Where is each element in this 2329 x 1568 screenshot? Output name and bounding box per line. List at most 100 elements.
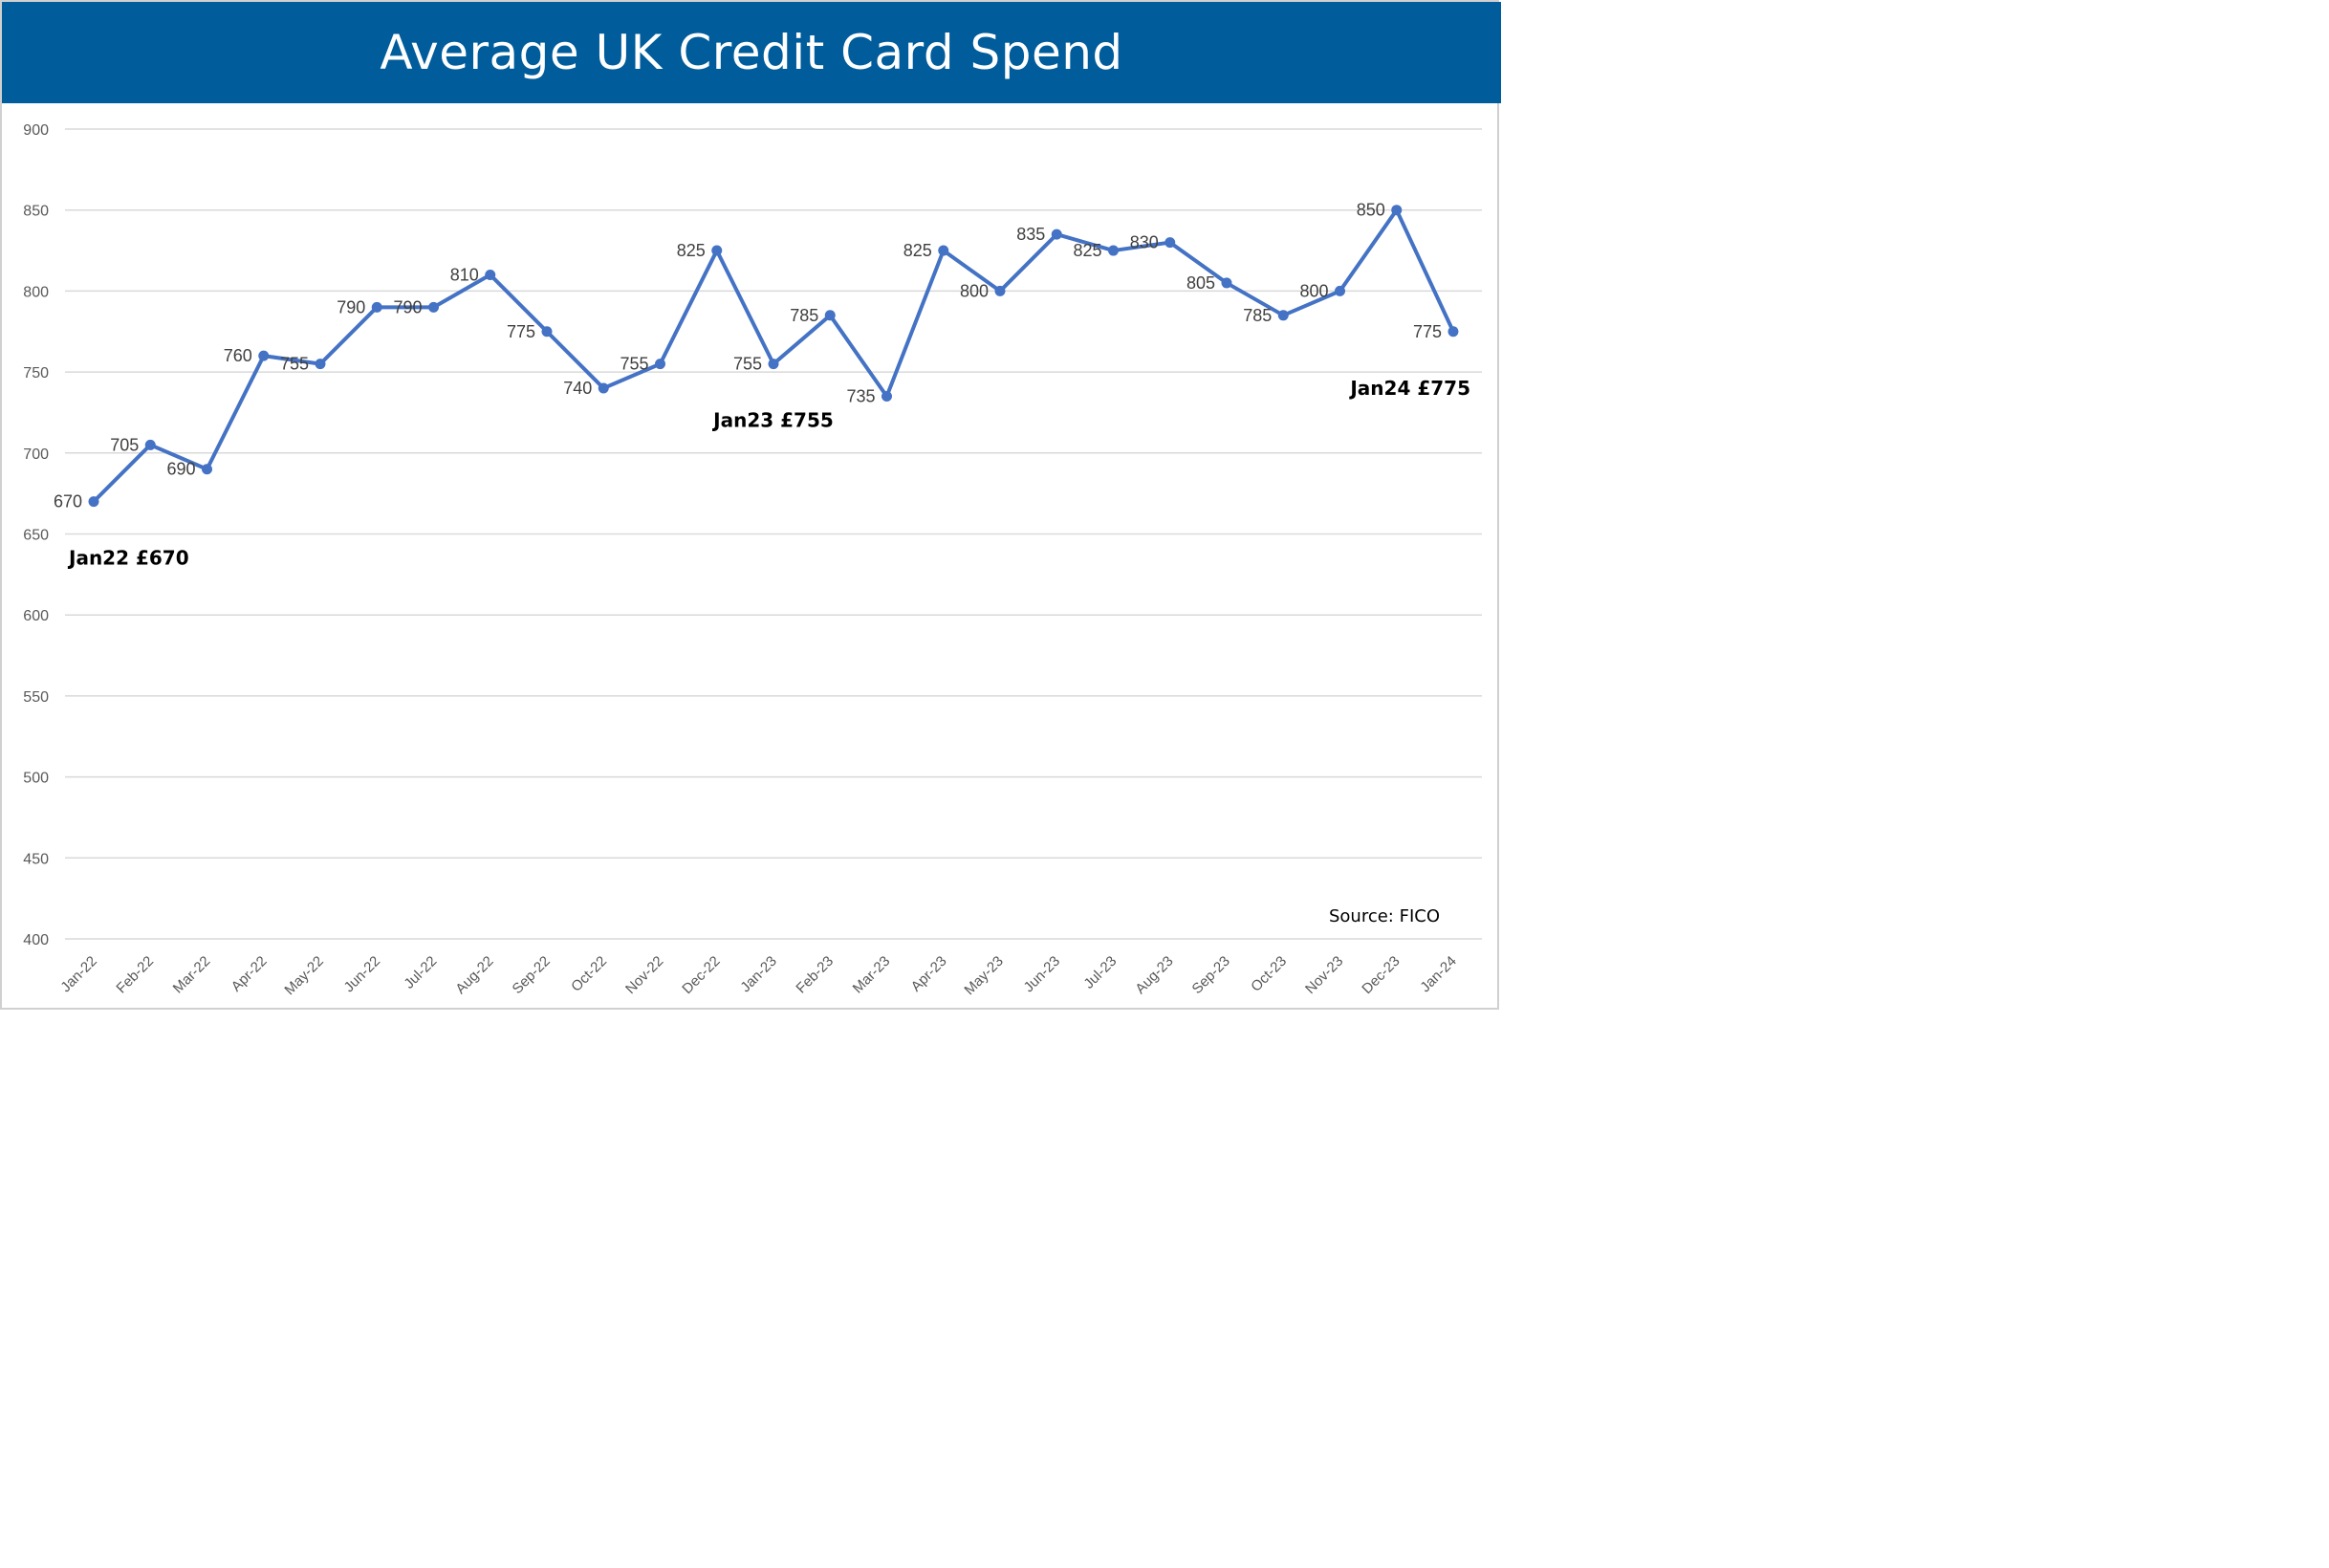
data-point	[598, 382, 609, 394]
y-tick-label: 400	[23, 932, 49, 948]
data-label: 775	[1413, 322, 1442, 341]
x-tick-label: Dec-22	[679, 953, 723, 997]
annotation-label: Jan22 £670	[67, 547, 189, 570]
data-label: 755	[620, 355, 648, 374]
data-point	[541, 326, 553, 338]
data-label: 800	[960, 281, 989, 300]
x-tick-label: Feb-23	[793, 953, 837, 997]
annotations: Jan22 £670 Jan23 £755 Jan24 £775	[67, 377, 1470, 570]
title-banner: Average UK Credit Card Spend	[2, 2, 1501, 103]
data-point	[1447, 326, 1459, 338]
data-label: 805	[1186, 273, 1215, 293]
y-tick-label: 600	[23, 608, 49, 624]
data-label: 690	[166, 460, 195, 479]
y-tick-label: 450	[23, 851, 49, 867]
data-point	[315, 359, 326, 370]
y-tick-label: 900	[23, 122, 49, 139]
data-point	[428, 301, 439, 313]
data-label: 755	[280, 355, 309, 374]
x-tick-label: Jan-24	[1417, 953, 1459, 995]
x-tick-label: Apr-22	[229, 953, 271, 995]
y-axis-ticks: 400 450 500 550 600 650 700 750 800 850 900	[23, 122, 49, 948]
data-label: 790	[337, 297, 365, 316]
data-label: 850	[1357, 201, 1385, 220]
data-point	[1335, 285, 1345, 296]
gridlines	[65, 128, 1482, 940]
annotation-label: Jan23 £755	[711, 409, 834, 432]
data-point	[144, 439, 156, 450]
x-tick-label: Sep-23	[1189, 953, 1233, 997]
data-label: 825	[903, 241, 932, 260]
data-point	[371, 301, 382, 313]
x-tick-label: Aug-23	[1132, 953, 1176, 997]
data-label: 835	[1016, 225, 1045, 244]
data-point	[1164, 237, 1176, 249]
data-label: 775	[507, 322, 535, 341]
data-point	[1051, 229, 1062, 240]
data-point	[938, 245, 949, 256]
x-tick-label: May-23	[961, 953, 1006, 998]
data-label: 785	[790, 306, 818, 325]
data-point	[1221, 277, 1232, 289]
chart-frame: Average UK Credit Card Spend 400 450 500 55…	[0, 0, 1501, 1010]
data-point	[655, 359, 665, 370]
data-point	[1108, 245, 1119, 256]
data-label: 800	[1299, 281, 1328, 300]
x-tick-label: Jun-23	[1021, 953, 1063, 995]
y-tick-label: 800	[23, 284, 49, 300]
x-tick-label: Aug-22	[452, 953, 496, 997]
data-labels: 670 705 690 760 755 790 790 810 775 740 755 825 755 7…	[54, 201, 1442, 512]
data-label: 790	[393, 297, 422, 316]
x-tick-label: Mar-23	[850, 953, 894, 997]
data-label: 735	[846, 387, 875, 406]
x-tick-label: Dec-23	[1359, 953, 1403, 997]
x-tick-label: Mar-22	[170, 953, 214, 997]
x-tick-label: Jan-23	[737, 953, 779, 995]
line-chart: 400 450 500 550 600 650 700 750 800 850 900 Jan-22…	[23, 122, 1482, 998]
source-note: Source: FICO	[1329, 906, 1440, 926]
data-point	[994, 285, 1006, 296]
data-point	[1277, 310, 1289, 321]
x-tick-label: Sep-22	[510, 953, 554, 997]
x-tick-label: Feb-22	[113, 953, 157, 997]
x-tick-label: Jun-22	[341, 953, 383, 995]
x-axis-ticks: Jan-22 Feb-22 Mar-22 Apr-22 May-22 Jun-22 Jul-…	[57, 953, 1459, 998]
y-tick-label: 550	[23, 689, 49, 706]
data-point	[485, 269, 496, 280]
data-point	[258, 350, 270, 361]
y-tick-label: 700	[23, 446, 49, 463]
data-label: 785	[1243, 306, 1272, 325]
x-tick-label: Apr-23	[908, 953, 950, 995]
data-point	[1391, 205, 1403, 216]
data-point	[768, 359, 779, 370]
x-tick-label: Jul-22	[401, 953, 440, 992]
x-tick-label: Oct-23	[1248, 953, 1290, 995]
y-tick-label: 850	[23, 204, 49, 220]
data-label: 825	[1073, 241, 1101, 260]
data-point	[711, 245, 723, 256]
y-tick-label: 650	[23, 528, 49, 544]
data-point	[88, 496, 99, 508]
data-point	[824, 310, 836, 321]
x-tick-label: Oct-22	[568, 953, 610, 995]
data-label: 810	[450, 265, 479, 284]
data-point	[202, 464, 212, 475]
data-label: 705	[110, 435, 139, 454]
y-tick-label: 750	[23, 365, 49, 381]
annotation-label: Jan24 £775	[1348, 377, 1470, 400]
x-tick-label: May-22	[281, 953, 326, 998]
x-tick-label: Nov-22	[622, 953, 666, 997]
data-label: 755	[733, 355, 762, 374]
data-label: 760	[224, 346, 252, 365]
data-label: 830	[1130, 233, 1159, 252]
data-point	[882, 391, 892, 403]
data-label: 670	[54, 492, 82, 512]
y-tick-label: 500	[23, 771, 49, 787]
x-tick-label: Jul-23	[1080, 953, 1120, 992]
data-label: 825	[677, 241, 706, 260]
data-points	[88, 205, 1459, 508]
x-tick-label: Jan-22	[57, 953, 99, 995]
x-tick-label: Nov-23	[1302, 953, 1346, 997]
data-label: 740	[563, 379, 592, 398]
chart-title: Average UK Credit Card Spend	[380, 25, 1123, 80]
